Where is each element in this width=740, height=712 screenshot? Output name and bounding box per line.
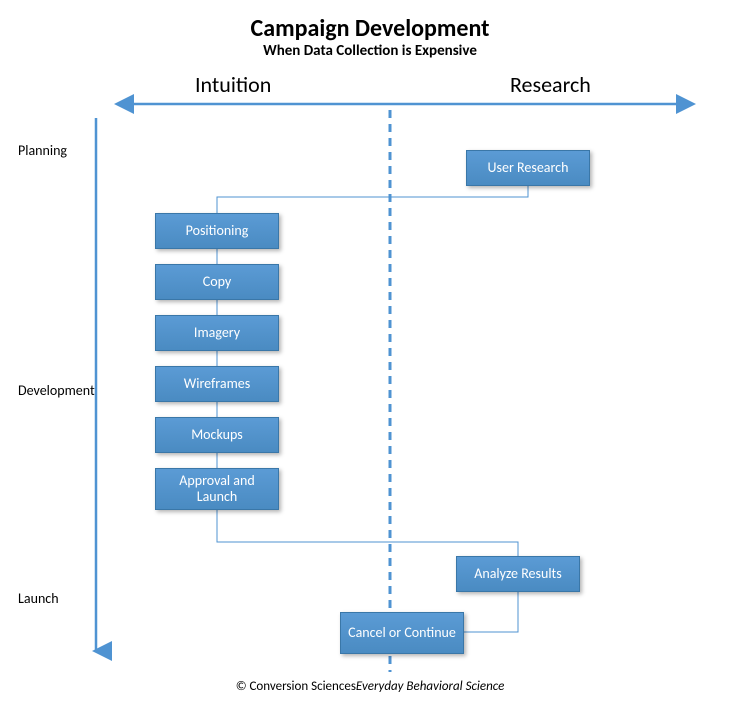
- node-imagery: Imagery: [155, 315, 279, 351]
- node-copy: Copy: [155, 264, 279, 300]
- axis-label-intuition: Intuition: [195, 71, 271, 98]
- diagram-lines: [0, 0, 740, 712]
- node-wireframes: Wireframes: [155, 366, 279, 402]
- phase-label-development: Development: [18, 382, 95, 399]
- node-mockups: Mockups: [155, 417, 279, 453]
- node-cancel-continue: Cancel or Continue: [340, 612, 464, 654]
- footer-italic: Everyday Behavioral Science: [356, 679, 504, 694]
- node-approval-launch: Approval and Launch: [155, 468, 279, 510]
- phase-label-launch: Launch: [18, 590, 59, 607]
- diagram-title: Campaign Development: [0, 14, 740, 43]
- node-positioning: Positioning: [155, 213, 279, 249]
- footer-prefix: © Conversion Sciences: [236, 679, 356, 694]
- node-user-research: User Research: [466, 150, 590, 186]
- axis-label-research: Research: [510, 71, 591, 98]
- phase-label-planning: Planning: [18, 142, 67, 159]
- node-analyze-results: Analyze Results: [456, 556, 580, 592]
- diagram-subtitle: When Data Collection is Expensive: [0, 42, 740, 60]
- footer-credit: © Conversion SciencesEveryday Behavioral…: [0, 679, 740, 694]
